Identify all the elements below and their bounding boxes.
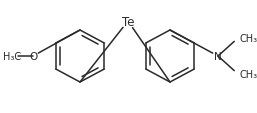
Text: CH₃: CH₃ — [240, 34, 257, 44]
Text: N: N — [214, 52, 222, 61]
Text: O: O — [29, 52, 37, 61]
Text: H₃C: H₃C — [3, 52, 21, 61]
Text: CH₃: CH₃ — [240, 69, 257, 79]
Text: Te: Te — [122, 15, 134, 28]
